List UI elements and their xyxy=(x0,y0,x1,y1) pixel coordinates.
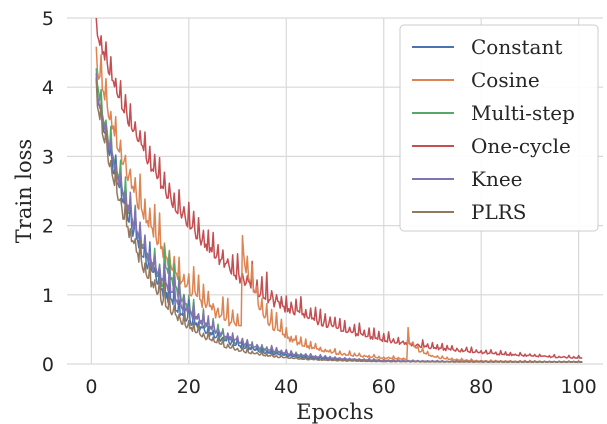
legend-label: Multi-step xyxy=(471,101,575,125)
y-tick-label: 2 xyxy=(42,216,54,238)
series-line-one-cycle xyxy=(95,17,583,360)
legend: Constant Cosine Multi-step One-cycle Knee PLR… xyxy=(399,24,599,232)
x-tick-label: 80 xyxy=(469,376,493,398)
y-tick-label: 3 xyxy=(42,146,54,168)
x-tick-label: 60 xyxy=(372,376,396,398)
y-axis-label: Train loss xyxy=(12,139,36,243)
x-tick-label: 20 xyxy=(177,376,201,398)
y-tick-label: 5 xyxy=(42,8,54,30)
x-tick-label: 0 xyxy=(85,376,97,398)
legend-label: Cosine xyxy=(471,68,540,92)
series-line-plrs xyxy=(95,78,583,363)
y-tick-label: 4 xyxy=(42,77,54,99)
y-tick-label: 1 xyxy=(42,285,54,307)
x-axis-label: Epochs xyxy=(296,400,373,424)
legend-label: Constant xyxy=(471,35,562,59)
y-tick-label: 0 xyxy=(42,354,54,376)
legend-label: One-cycle xyxy=(471,134,571,158)
x-tick-label: 40 xyxy=(274,376,298,398)
legend-label: PLRS xyxy=(471,200,527,224)
tick-labels: 0 20 40 60 80 100 0 1 2 3 4 5 xyxy=(42,8,597,398)
series-layer xyxy=(95,17,583,363)
legend-label: Knee xyxy=(471,167,523,191)
x-tick-label: 100 xyxy=(561,376,597,398)
